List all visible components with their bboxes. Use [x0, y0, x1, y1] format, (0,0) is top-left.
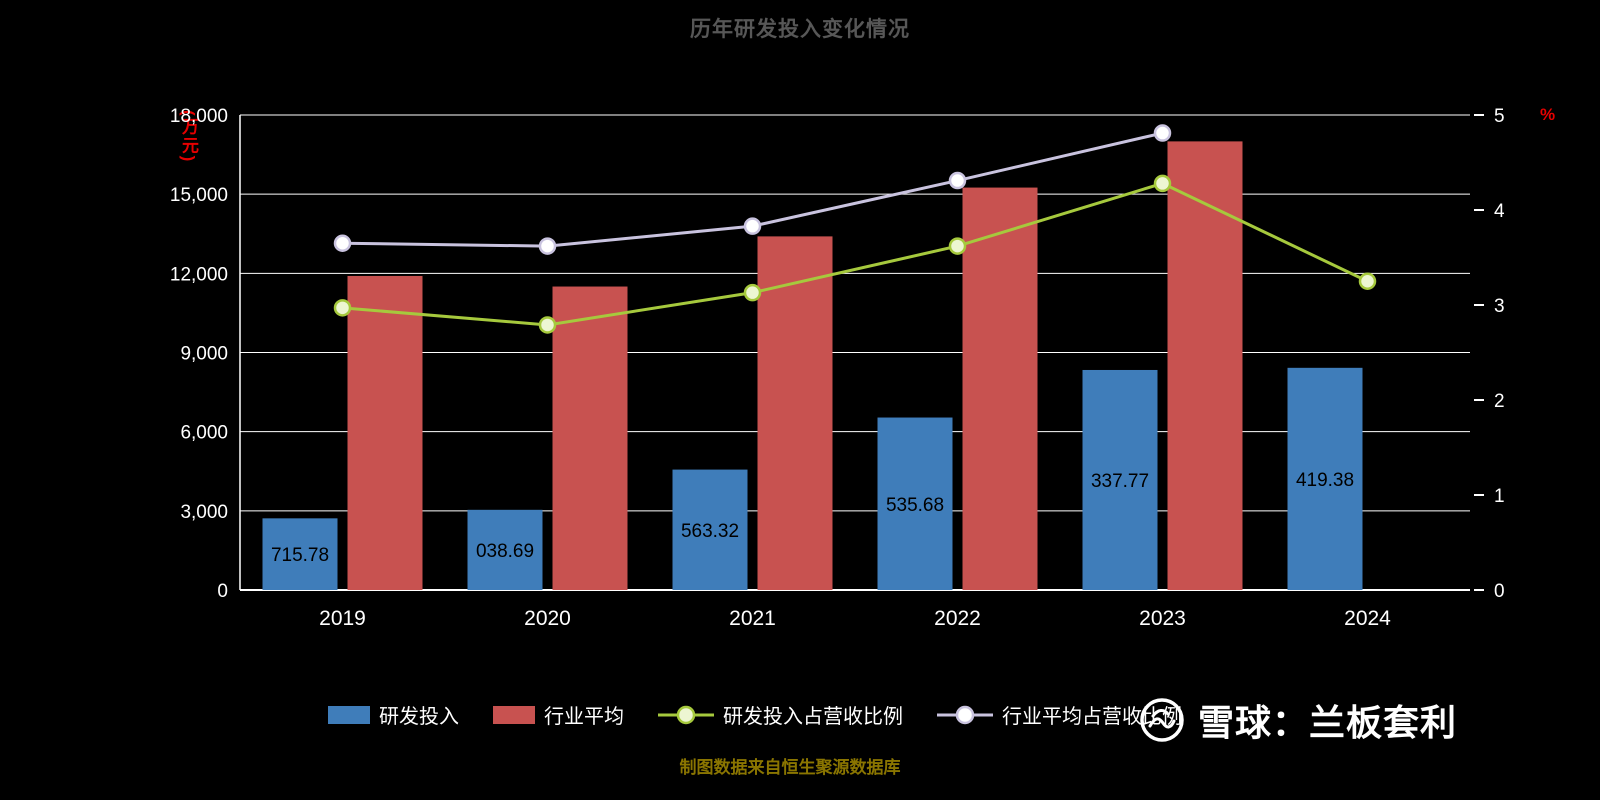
legend-label: 研发投入占营收比例 — [723, 706, 903, 728]
right-axis-tick-label: 2 — [1494, 391, 1505, 412]
left-axis-tick-label: 9,000 — [180, 344, 228, 365]
legend-swatch-研发投入占营收比例 — [658, 704, 714, 726]
bar-value-label: 563.32 — [681, 521, 739, 542]
legend-item-研发投入[interactable]: 研发投入 — [328, 700, 459, 729]
left-axis-tick-label: 6,000 — [180, 423, 228, 444]
legend-item-行业平均占营收比例[interactable]: 行业平均占营收比例 — [937, 700, 1182, 729]
watermark-text: 雪球：兰板套利 — [1198, 702, 1458, 743]
data-source-note: 制图数据来自恒生聚源数据库 — [679, 758, 901, 777]
point-行业平均占营收比例-2021[interactable] — [743, 217, 762, 235]
left-axis-tick-label: 0 — [217, 581, 228, 602]
bar-行业平均-2022[interactable] — [962, 187, 1038, 590]
legend-label: 行业平均 — [544, 706, 624, 728]
line-研发投入占营收比例 — [342, 181, 1369, 327]
left-axis-tick-label: 15,000 — [170, 185, 228, 206]
x-axis-label: 2023 — [1139, 607, 1186, 630]
chart-title: 历年研发投入变化情况 — [690, 18, 910, 41]
legend-label: 研发投入 — [379, 706, 459, 728]
legend-label: 行业平均占营收比例 — [1002, 706, 1182, 728]
right-axis-tick-label: 0 — [1494, 581, 1505, 602]
point-研发投入占营收比例-2023[interactable] — [1153, 174, 1172, 193]
point-行业平均占营收比例-2023[interactable] — [1153, 124, 1172, 142]
legend-swatch-行业平均占营收比例 — [937, 704, 993, 726]
x-axis-label: 2020 — [524, 607, 571, 630]
bar-行业平均-2019[interactable] — [347, 275, 423, 590]
point-行业平均占营收比例-2019[interactable] — [333, 234, 352, 252]
left-axis-tick-label: 3,000 — [180, 502, 228, 523]
left-axis-tick-label: 12,000 — [170, 264, 228, 285]
left-axis-tick-label: 18,000 — [170, 106, 228, 127]
right-axis-tick-label: 4 — [1494, 201, 1505, 222]
bar-value-label: 535.68 — [886, 495, 944, 516]
bar-研发投入-2019[interactable] — [262, 518, 338, 590]
watermark: 雪球：兰板套利 — [1138, 694, 1457, 746]
point-研发投入占营收比例-2024[interactable] — [1358, 272, 1377, 290]
legend-swatch-行业平均 — [493, 704, 535, 726]
right-axis-tick-label: 1 — [1494, 486, 1505, 507]
bar-value-label: 038.69 — [476, 541, 534, 562]
bar-研发投入-2020[interactable] — [467, 509, 543, 590]
bar-value-label: 337.77 — [1091, 471, 1149, 492]
bar-行业平均-2021[interactable] — [757, 236, 833, 590]
point-研发投入占营收比例-2020[interactable] — [538, 316, 557, 334]
right-axis-tick-label: 5 — [1494, 106, 1505, 127]
bar-研发投入-2021[interactable] — [672, 469, 748, 590]
x-axis-label: 2021 — [729, 607, 776, 630]
x-axis-label: 2022 — [934, 607, 981, 630]
right-axis-unit-label: % — [1540, 105, 1556, 124]
point-研发投入占营收比例-2019[interactable] — [333, 299, 352, 317]
legend-swatch-研发投入 — [328, 704, 370, 726]
legend-item-行业平均[interactable]: 行业平均 — [493, 700, 624, 729]
bar-value-label: 419.38 — [1296, 470, 1354, 491]
x-axis-label: 2024 — [1344, 607, 1391, 630]
bar-研发投入-2022[interactable] — [877, 417, 953, 590]
legend-item-研发投入占营收比例[interactable]: 研发投入占营收比例 — [658, 700, 903, 729]
left-axis-unit-label: (万元) — [179, 110, 198, 164]
xueqiu-logo-icon — [1140, 698, 1184, 742]
point-研发投入占营收比例-2022[interactable] — [948, 237, 967, 255]
legend: 研发投入 行业平均 研发投入占营收比例 行业平均占营收比例 — [240, 700, 1270, 729]
bar-研发投入-2023[interactable] — [1082, 369, 1158, 590]
bar-行业平均-2023[interactable] — [1167, 141, 1243, 590]
point-行业平均占营收比例-2020[interactable] — [538, 237, 557, 255]
point-研发投入占营收比例-2021[interactable] — [743, 283, 762, 302]
point-行业平均占营收比例-2022[interactable] — [948, 171, 967, 190]
x-axis-label: 2019 — [319, 607, 366, 630]
bar-行业平均-2020[interactable] — [552, 286, 628, 590]
bar-value-label: 715.78 — [271, 545, 329, 566]
bar-研发投入-2024[interactable] — [1287, 367, 1363, 590]
right-axis-tick-label: 3 — [1494, 296, 1505, 317]
